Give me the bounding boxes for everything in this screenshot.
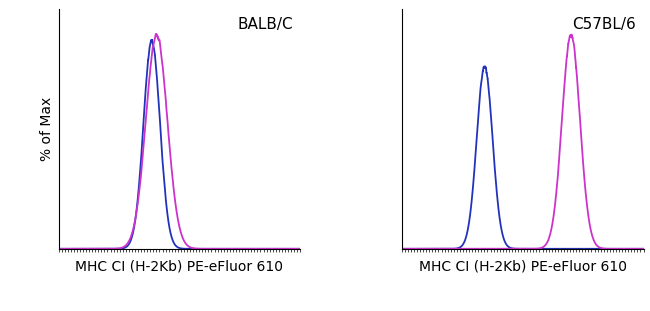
Text: BALB/C: BALB/C	[237, 16, 293, 31]
X-axis label: MHC CI (H-2Kb) PE-eFluor 610: MHC CI (H-2Kb) PE-eFluor 610	[419, 259, 627, 273]
X-axis label: MHC CI (H-2Kb) PE-eFluor 610: MHC CI (H-2Kb) PE-eFluor 610	[75, 259, 283, 273]
Y-axis label: % of Max: % of Max	[40, 97, 55, 161]
Text: C57BL/6: C57BL/6	[573, 16, 636, 31]
